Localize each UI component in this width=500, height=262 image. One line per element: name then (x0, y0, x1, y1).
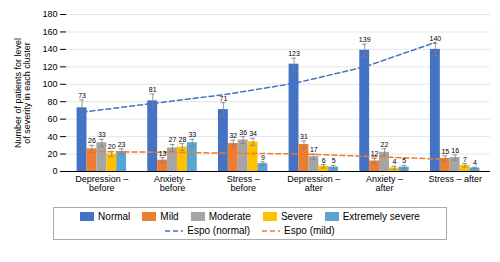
svg-text:20: 20 (47, 149, 57, 159)
svg-text:40: 40 (47, 131, 57, 141)
svg-text:33: 33 (98, 131, 106, 138)
svg-text:123: 123 (288, 50, 300, 57)
svg-text:73: 73 (78, 92, 86, 99)
svg-text:Depression –before: Depression –before (75, 174, 128, 193)
html-text:Extremely severe: Extremely severe (342, 211, 420, 222)
svg-text:20: 20 (108, 143, 116, 150)
svg-text:36: 36 (239, 129, 247, 136)
svg-text:180: 180 (42, 9, 57, 19)
svg-text:7: 7 (463, 156, 467, 163)
svg-text:23: 23 (118, 141, 126, 148)
svg-text:16: 16 (451, 147, 459, 154)
html-text:Espo (mild): Espo (mild) (284, 225, 335, 236)
svg-text:0: 0 (52, 166, 57, 176)
svg-text:33: 33 (188, 131, 196, 138)
svg-text:12: 12 (371, 150, 379, 157)
html-text:Mild: Mild (160, 211, 179, 222)
html-text:Severe: Severe (280, 211, 313, 222)
svg-text:13: 13 (159, 150, 167, 157)
svg-text:81: 81 (149, 86, 157, 93)
html-text:Normal: Normal (98, 211, 131, 222)
svg-text:17: 17 (310, 146, 318, 153)
svg-text:60: 60 (47, 114, 57, 124)
svg-text:140: 140 (42, 44, 57, 54)
svg-text:32: 32 (229, 132, 237, 139)
svg-text:139: 139 (359, 36, 371, 43)
svg-text:80: 80 (47, 97, 57, 107)
svg-text:Depression –after: Depression –after (287, 174, 340, 193)
svg-text:Number of patients for levelof: Number of patients for levelof severity … (13, 38, 32, 148)
svg-text:140: 140 (430, 35, 442, 42)
svg-text:26: 26 (88, 137, 96, 144)
svg-text:22: 22 (381, 141, 389, 148)
svg-text:5: 5 (332, 157, 336, 164)
svg-text:15: 15 (441, 148, 449, 155)
svg-text:160: 160 (42, 27, 57, 37)
svg-text:31: 31 (300, 133, 308, 140)
svg-text:4: 4 (473, 159, 477, 166)
svg-text:Anxiety –after: Anxiety –after (366, 174, 403, 193)
svg-text:100: 100 (42, 79, 57, 89)
svg-text:27: 27 (169, 136, 177, 143)
svg-text:Anxiety –before: Anxiety –before (154, 174, 191, 193)
svg-text:34: 34 (249, 130, 257, 137)
svg-text:5: 5 (402, 157, 406, 164)
svg-text:120: 120 (42, 62, 57, 72)
svg-text:4: 4 (392, 158, 396, 165)
svg-text:28: 28 (178, 136, 186, 143)
svg-text:9: 9 (261, 154, 265, 161)
svg-text:Stress – after: Stress – after (428, 174, 482, 184)
html-text:Moderate: Moderate (208, 211, 251, 222)
svg-text:71: 71 (219, 95, 227, 102)
svg-text:Stress –before: Stress –before (227, 174, 260, 193)
html-text:Espo (normal): Espo (normal) (187, 225, 251, 236)
svg-text:6: 6 (322, 157, 326, 164)
